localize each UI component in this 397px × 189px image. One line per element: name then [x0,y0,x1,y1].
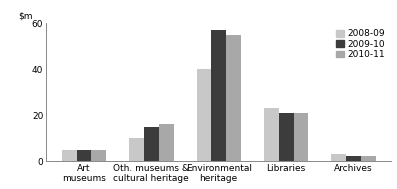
Bar [346,156,361,161]
Bar [129,138,144,161]
Legend: 2008-09, 2009-10, 2010-11: 2008-09, 2009-10, 2010-11 [334,28,387,61]
Bar [62,150,77,161]
Bar [159,124,173,161]
Bar [77,150,91,161]
Text: $m: $m [18,11,33,20]
Bar [279,113,293,161]
Bar [293,113,308,161]
Bar [331,154,346,161]
Bar [264,108,279,161]
Bar [197,69,211,161]
Bar [226,35,241,161]
Bar [144,127,159,161]
Bar [361,156,376,161]
Bar [91,150,106,161]
Bar [211,30,226,161]
